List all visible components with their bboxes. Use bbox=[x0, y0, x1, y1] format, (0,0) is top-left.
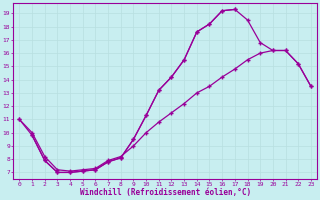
X-axis label: Windchill (Refroidissement éolien,°C): Windchill (Refroidissement éolien,°C) bbox=[80, 188, 251, 197]
